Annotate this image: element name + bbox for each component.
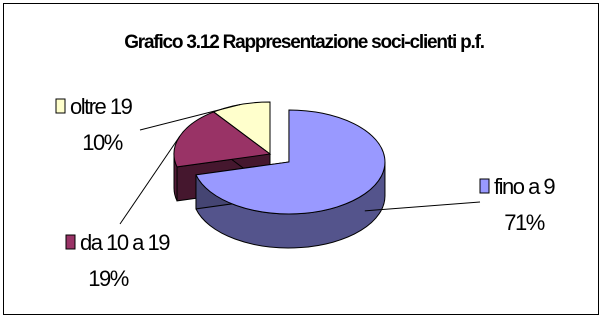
label-fino-a-9: fino a 9 71% [479,174,557,235]
pie-slice-fino-a-9-top [195,109,386,215]
leader-lines [119,104,481,225]
label-fino-a-9-category: fino a 9 [494,174,555,199]
pie-slices [173,101,386,249]
leader-line-fino-a-9 [364,201,481,212]
chart-title: Grafico 3.12 Rappresentazione soci-clien… [124,32,484,53]
chart-frame: Grafico 3.12 Rappresentazione soci-clien… [3,3,599,315]
label-da-10-a-19-category: da 10 a 19 [80,230,170,255]
label-da-10-a-19-value: 19% [88,266,128,291]
label-da-10-a-19: da 10 a 19 19% [65,230,172,291]
pie-chart: Grafico 3.12 Rappresentazione soci-clien… [55,32,557,291]
label-oltre-19: oltre 19 10% [55,94,134,155]
leader-line-da-10-a-19 [119,136,181,225]
label-fino-a-9-value: 71% [504,210,544,235]
label-oltre-19-swatch [55,98,66,114]
label-da-10-a-19-swatch [65,234,76,250]
label-oltre-19-category: oltre 19 [70,94,133,119]
pie-slice-da-10-a-19-top [173,111,272,168]
label-oltre-19-value: 10% [82,130,122,155]
leader-line-oltre-19 [139,104,241,131]
label-fino-a-9-swatch [479,178,490,194]
slice-labels: fino a 9 71% da 10 a 19 19% oltre 19 10% [55,94,557,291]
pie-slice-fino-a-9 [195,109,386,249]
